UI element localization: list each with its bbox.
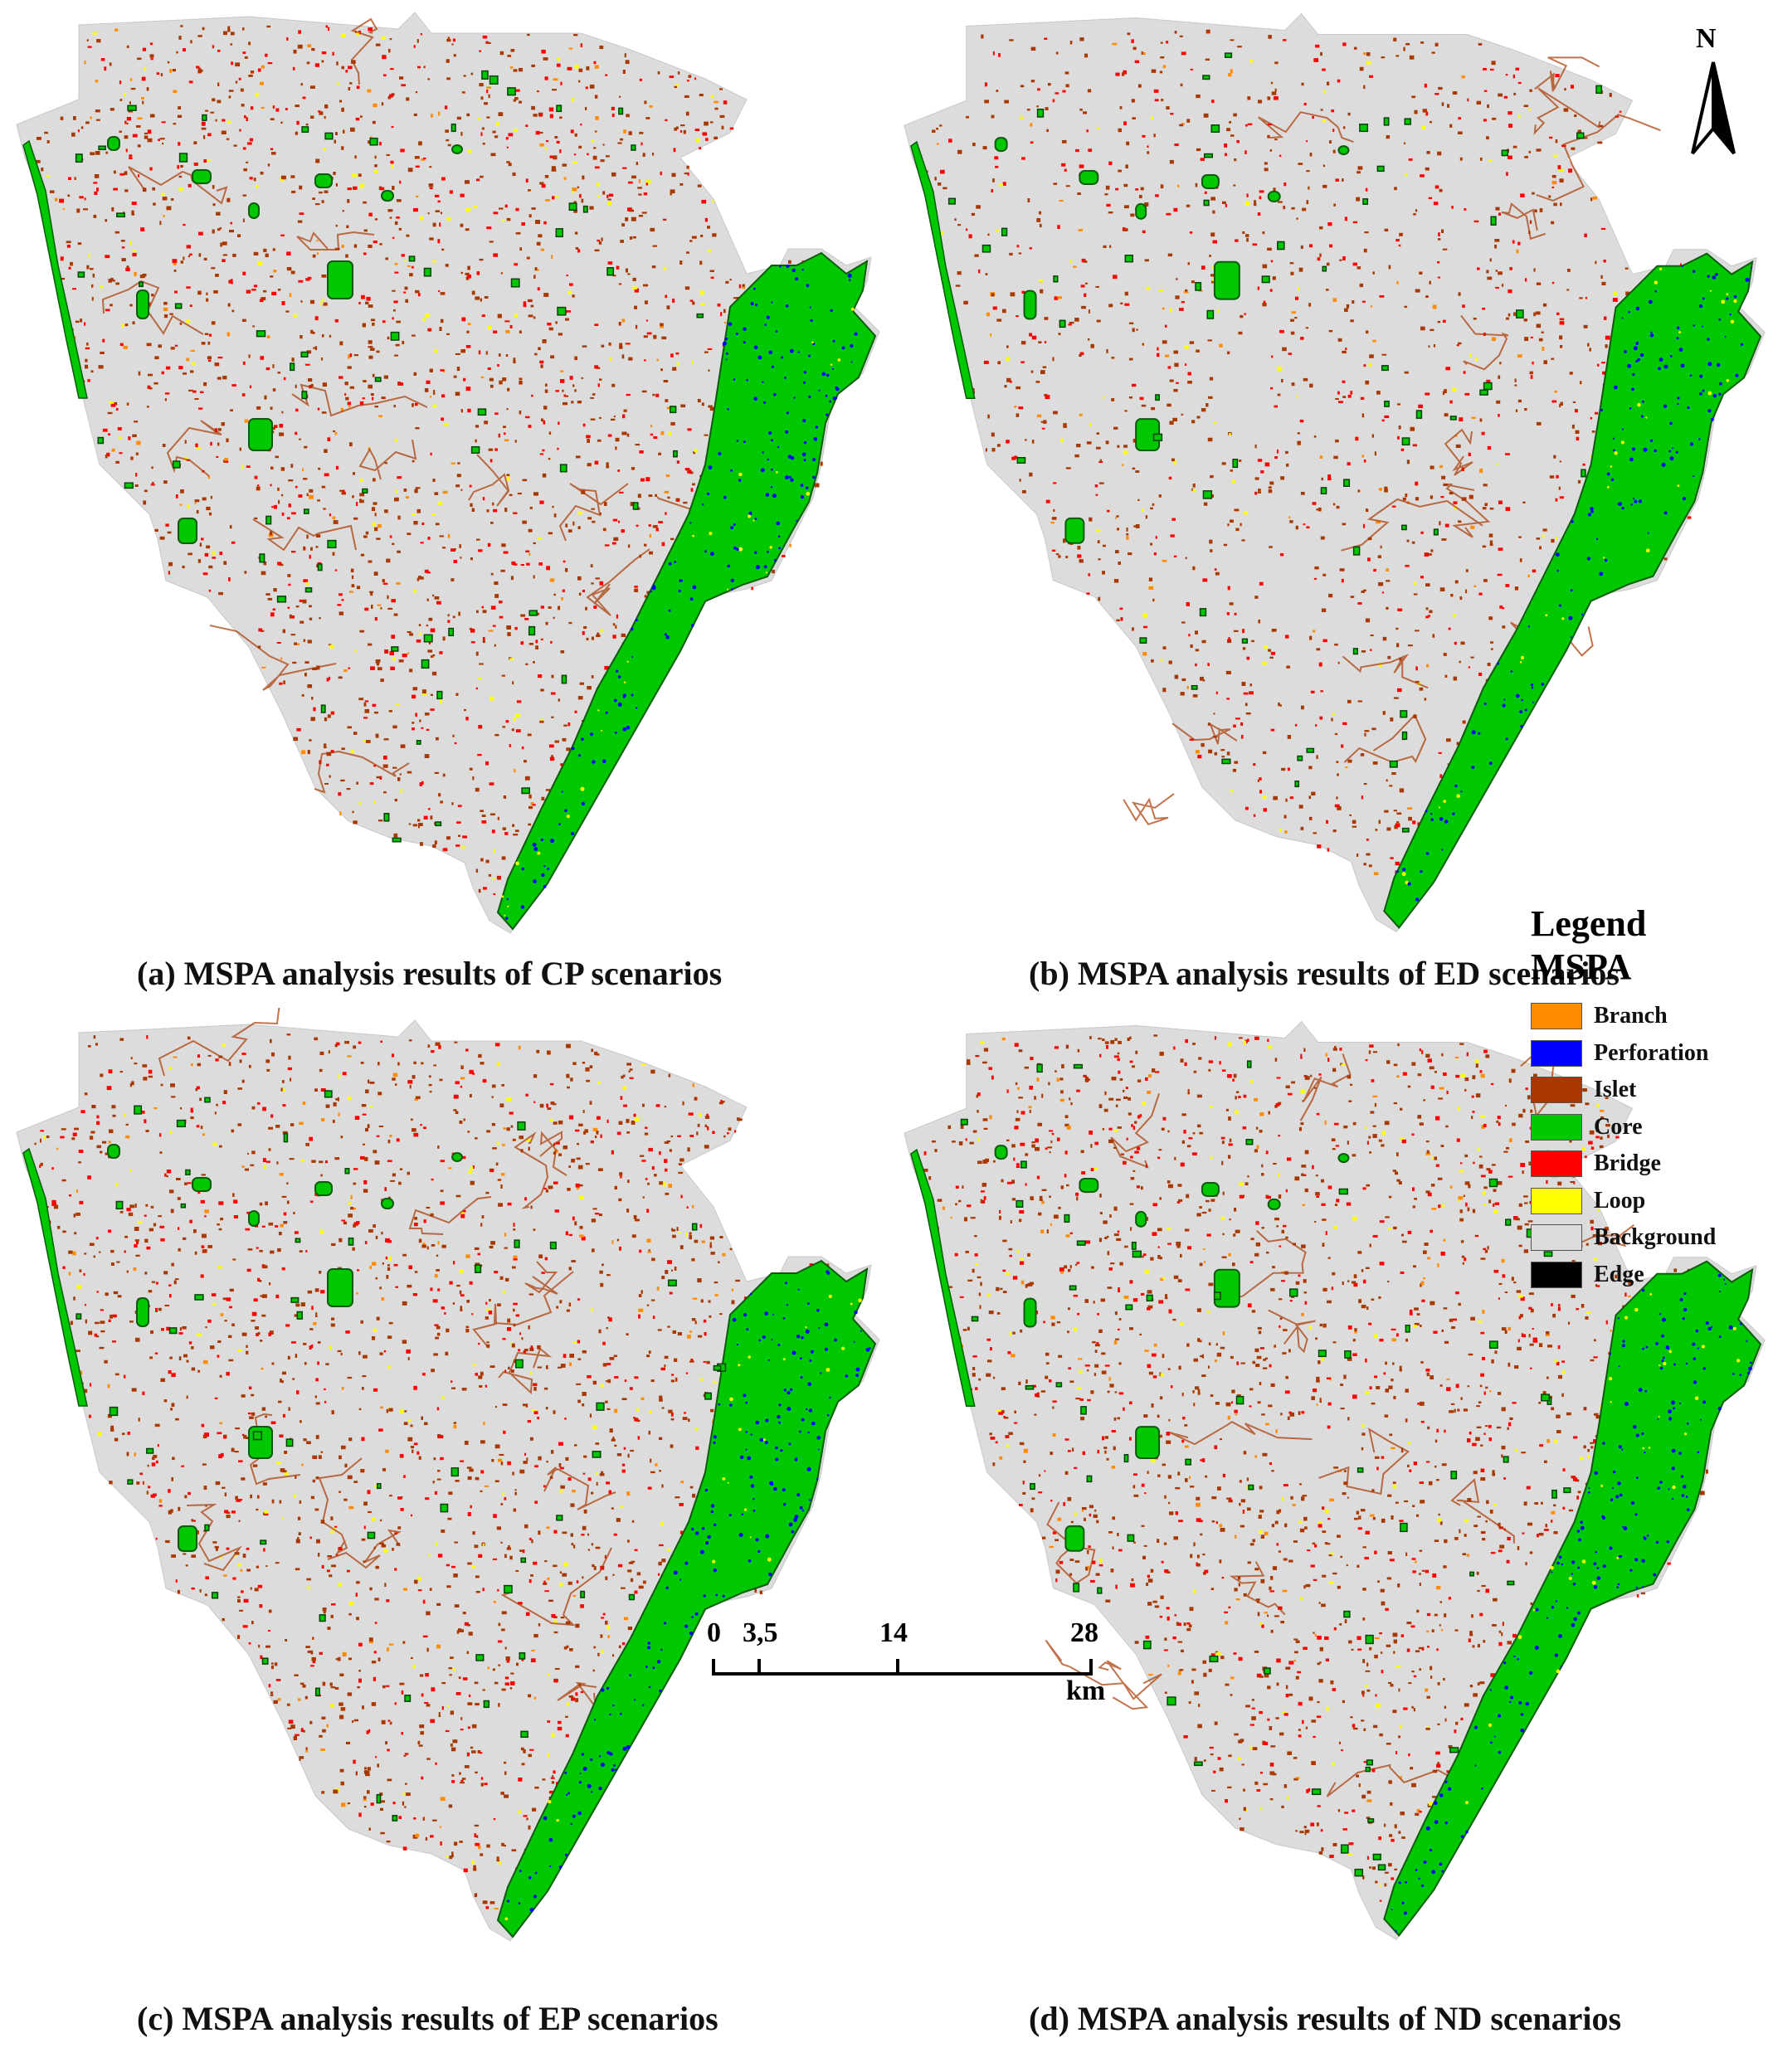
map-panel-b [888, 0, 1773, 937]
land-background [16, 12, 880, 934]
legend-swatch-loop [1531, 1187, 1582, 1214]
caption-a-label: (a) [137, 955, 176, 992]
legend-swatch-background [1531, 1224, 1582, 1251]
map-panel-d [888, 1008, 1773, 1945]
core-patches [22, 1090, 727, 1822]
scale-bar: 0 3,5 14 28 km [680, 1617, 1112, 1709]
legend-swatch-core [1531, 1113, 1582, 1141]
scale-unit: km [1066, 1676, 1106, 1706]
mspa-speckles [923, 29, 1692, 876]
map-b [904, 12, 1766, 933]
legend-swatch-branch [1531, 1003, 1582, 1029]
legend-swatch-perforation [1531, 1039, 1582, 1067]
caption-b-label: (b) [1029, 955, 1069, 992]
legend-item-perforation: Perforation [1531, 1038, 1708, 1068]
legend-swatch-bridge [1531, 1150, 1582, 1177]
legend-swatch-islet [1531, 1077, 1582, 1103]
map-a [16, 12, 880, 934]
land-background [904, 12, 1766, 933]
mspa-speckles [34, 1034, 830, 1910]
caption-d: (d) MSPA analysis results of ND scenarios [1029, 1999, 1621, 2038]
north-arrow-icon [1691, 61, 1736, 155]
caption-c-label: (c) [137, 2000, 174, 2037]
caption-b: (b) MSPA analysis results of ED scenarios [1029, 954, 1620, 993]
caption-a: (a) MSPA analysis results of CP scenarios [137, 954, 722, 993]
legend-label: Core [1594, 1113, 1643, 1140]
legend-item-branch: Branch [1531, 1001, 1668, 1031]
core-forest-east [1383, 1260, 1762, 1938]
legend-label: Bridge [1594, 1150, 1661, 1176]
caption-c: (c) MSPA analysis results of EP scenarios [137, 1999, 718, 2038]
mspa-perforations [504, 1270, 871, 1921]
map-panel-a [0, 0, 888, 937]
legend-label: Perforation [1594, 1039, 1709, 1066]
scale-tick-0: 0 [707, 1617, 721, 1648]
scale-tick-3: 28 [1070, 1617, 1098, 1648]
legend-label: Background [1594, 1224, 1717, 1250]
scale-tick-2: 14 [879, 1617, 908, 1648]
caption-a-text: MSPA analysis results of CP scenarios [183, 955, 723, 992]
legend-label: Loop [1594, 1187, 1646, 1214]
mspa-branch-lines [101, 17, 762, 794]
core-patches [22, 70, 704, 843]
legend-label: Branch [1594, 1003, 1668, 1029]
legend-title: Legend [1531, 903, 1647, 944]
caption-c-text: MSPA analysis results of EP scenarios [182, 2000, 718, 2037]
map-d [904, 1020, 1766, 1941]
legend-item-edge: Edge [1531, 1260, 1644, 1290]
north-arrow-label: N [1696, 23, 1717, 54]
caption-d-text: MSPA analysis results of ND scenarios [1077, 2000, 1622, 2037]
mspa-perforations [1391, 1273, 1752, 1933]
land-background [16, 1019, 880, 1942]
legend-item-bridge: Bridge [1531, 1149, 1661, 1179]
caption-b-text: MSPA analysis results of ED scenarios [1077, 955, 1620, 992]
core-forest-east [496, 251, 877, 931]
caption-d-label: (d) [1029, 2000, 1069, 2037]
legend-swatch-edge [1531, 1261, 1582, 1288]
legend-item-background: Background [1531, 1223, 1716, 1252]
legend-item-loop: Loop [1531, 1186, 1645, 1216]
map-panel-c [0, 1008, 888, 1945]
scale-tick-1: 3,5 [743, 1617, 778, 1648]
core-patches [910, 1060, 1571, 1877]
mspa-perforations [501, 265, 858, 920]
mspa-perforations [1396, 265, 1752, 902]
legend-group-title: MSPA [1531, 946, 1632, 987]
legend-item-core: Core [1531, 1112, 1643, 1142]
map-c [16, 1008, 880, 1942]
core-patches [910, 52, 1603, 833]
legend-label: Edge [1594, 1261, 1644, 1287]
legend-label: Islet [1594, 1077, 1637, 1102]
mspa-speckles [922, 1034, 1708, 1902]
scale-bar-graphic [712, 1659, 1093, 1676]
legend-item-islet: Islet [1531, 1075, 1636, 1105]
core-forest-east [496, 1259, 877, 1938]
land-background [904, 1020, 1766, 1941]
